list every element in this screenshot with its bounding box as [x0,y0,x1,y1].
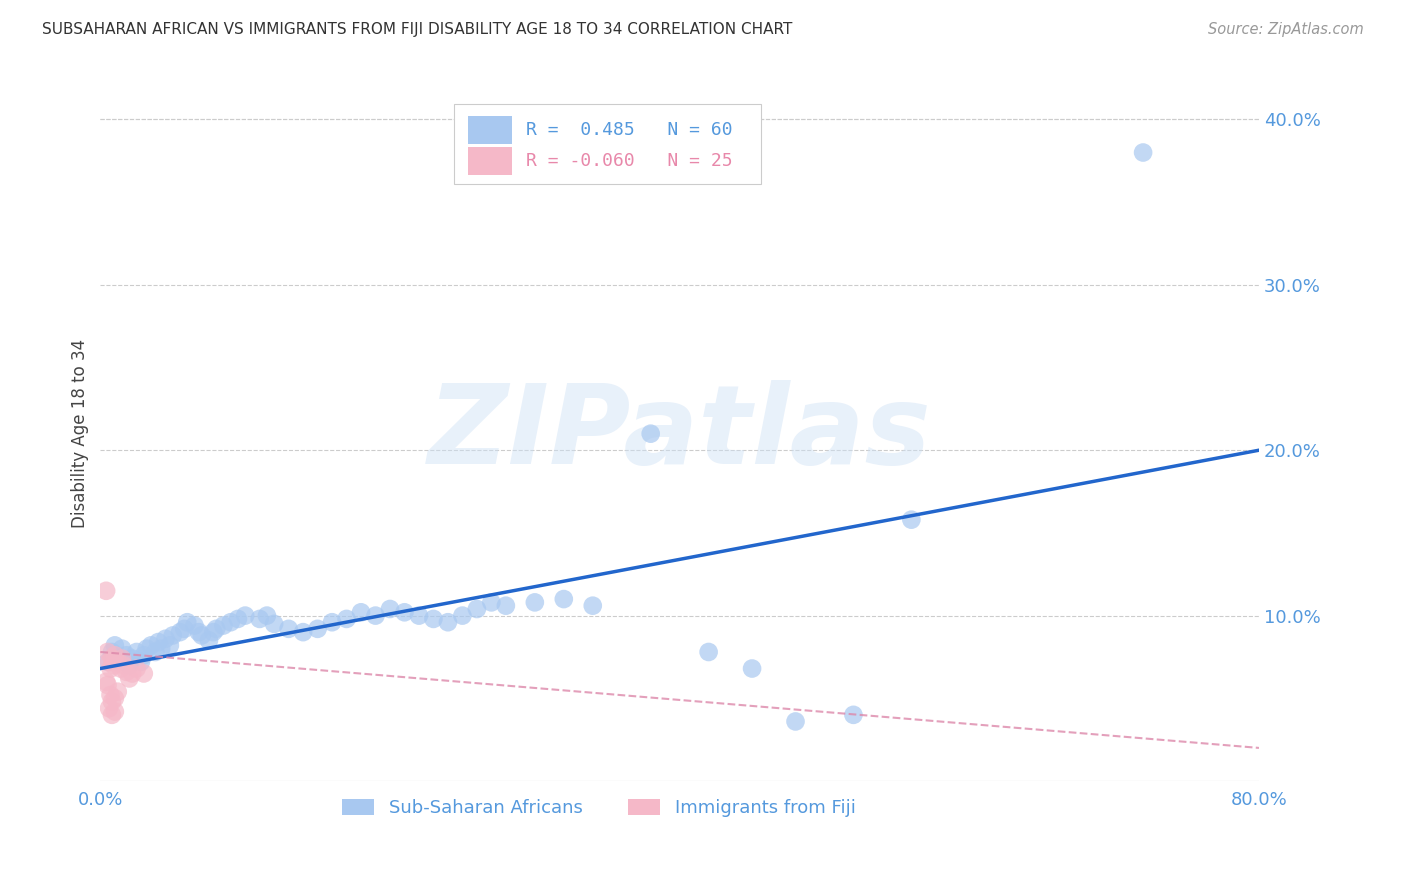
Y-axis label: Disability Age 18 to 34: Disability Age 18 to 34 [72,339,89,528]
Point [277,622,299,636]
Point [249,612,271,626]
Point [523,595,546,609]
Point [118,658,141,673]
Text: R = -0.060   N = 25: R = -0.060 N = 25 [526,152,733,169]
Point [364,608,387,623]
Point [94,674,117,689]
Point [183,618,205,632]
Text: R =  0.485   N = 60: R = 0.485 N = 60 [526,121,733,139]
Point [162,628,184,642]
Point [104,705,127,719]
Point [135,641,157,656]
Point [212,618,235,632]
Point [697,645,720,659]
Text: SUBSAHARAN AFRICAN VS IMMIGRANTS FROM FIJI DISABILITY AGE 18 TO 34 CORRELATION C: SUBSAHARAN AFRICAN VS IMMIGRANTS FROM FI… [42,22,793,37]
Point [785,714,807,729]
Point [307,622,329,636]
Point [107,649,129,664]
Point [103,658,125,673]
Point [121,666,143,681]
Point [155,632,177,646]
Point [132,666,155,681]
Point [112,658,135,673]
Point [226,612,249,626]
Point [125,661,148,675]
Legend: Sub-Saharan Africans, Immigrants from Fiji: Sub-Saharan Africans, Immigrants from Fi… [335,791,863,824]
FancyBboxPatch shape [468,116,512,144]
Point [553,592,575,607]
Point [321,615,343,630]
Point [187,625,209,640]
Point [219,615,242,630]
Point [97,655,120,669]
Point [900,513,922,527]
Point [101,695,124,709]
Point [198,633,221,648]
Point [842,707,865,722]
Point [110,661,132,675]
Point [100,688,122,702]
Point [148,635,170,649]
Point [582,599,605,613]
Point [101,645,124,659]
Point [98,655,121,669]
Point [150,641,173,656]
Point [104,648,127,663]
Point [202,625,225,640]
Point [100,661,122,675]
Point [422,612,444,626]
Point [101,651,124,665]
Point [98,701,121,715]
Point [115,648,138,663]
Point [741,661,763,675]
FancyBboxPatch shape [468,147,512,175]
Point [101,707,124,722]
Point [437,615,460,630]
Point [159,639,181,653]
Point [132,648,155,663]
Point [118,672,141,686]
Text: Source: ZipAtlas.com: Source: ZipAtlas.com [1208,22,1364,37]
Point [451,608,474,623]
Point [350,605,373,619]
Point [97,678,120,692]
Point [640,426,662,441]
Point [205,622,228,636]
Point [129,655,152,669]
Point [139,639,162,653]
Point [292,625,315,640]
Point [97,645,120,659]
Point [111,651,134,665]
Point [115,665,138,679]
Point [169,625,191,640]
Point [378,602,401,616]
Point [495,599,517,613]
Point [107,684,129,698]
FancyBboxPatch shape [454,103,761,184]
Point [176,615,198,630]
Point [104,691,127,706]
Point [263,616,285,631]
Point [1132,145,1154,160]
Point [335,612,357,626]
Point [465,602,488,616]
Point [121,651,143,665]
Point [408,608,430,623]
Point [111,641,134,656]
Text: ZIPatlas: ZIPatlas [427,380,932,487]
Point [125,645,148,659]
Point [173,622,195,636]
Point [145,645,167,659]
Point [256,608,278,623]
Point [104,639,127,653]
Point [233,608,256,623]
Point [94,583,117,598]
Point [190,628,212,642]
Point [107,655,129,669]
Point [479,595,502,609]
Point [394,605,416,619]
